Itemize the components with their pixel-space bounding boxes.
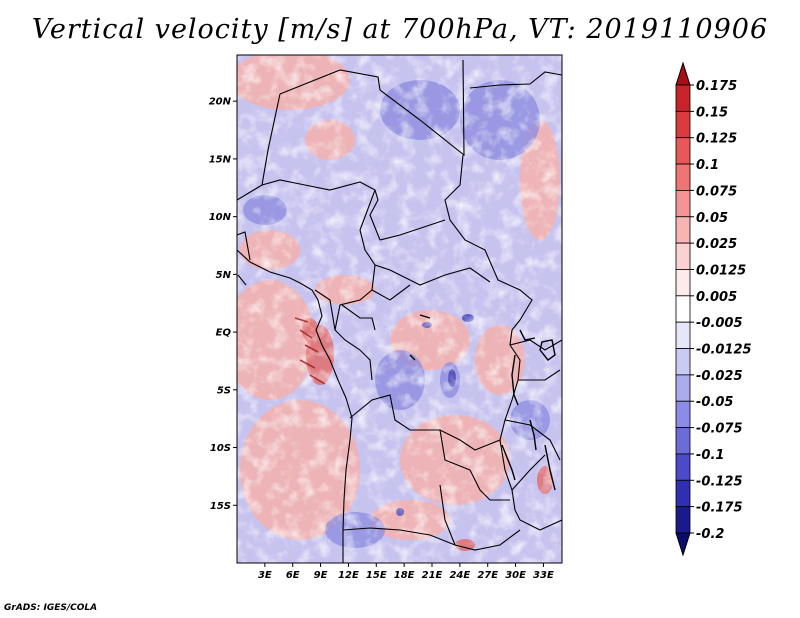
velocity-field [237,55,562,563]
lon-tick-label: 27E [477,570,498,581]
colorbar-bin [675,321,691,349]
lon-tick-label: 30E [505,570,526,581]
colorbar-label: 0.05 [696,211,728,226]
colorbar-bin [675,453,691,481]
colorbar-label: -0.0125 [696,343,752,358]
chart-title: Vertical velocity [m/s] at 700hPa, VT: 2… [31,14,769,45]
lon-tick-label: 6E [286,570,300,581]
colorbar-bin [675,190,691,218]
longitude-axis: 3E 6E 9E 12E 15E 18E 21E 24E 27E 30E 33E [258,563,554,581]
colorbar-bin [675,479,691,508]
colorbar-bottom-arrow [675,532,691,557]
colorbar-label: 0.175 [696,79,737,94]
colorbar-label: -0.175 [696,501,743,516]
lon-tick-label: 15E [366,570,387,581]
colorbar-bin [675,216,691,244]
colorbar-label: -0.075 [696,422,743,437]
colorbar-bin [675,427,691,455]
colorbar-bin [675,400,691,428]
lon-tick-label: 24E [449,570,470,581]
colorbar-label: -0.05 [696,395,733,410]
lat-tick-label: 15S [210,501,231,512]
colorbar-bin [675,84,691,112]
colorbar-bin [675,269,691,297]
colorbar-bin [675,163,691,191]
colorbar-label: 0.0125 [696,263,746,278]
colorbar-label: 0.075 [696,184,737,199]
lon-tick-label: 18E [394,570,415,581]
lakes [409,314,556,491]
lon-tick-label: 12E [338,570,359,581]
country-borders [237,59,562,563]
lon-tick-label: 21E [422,570,443,581]
lat-tick-label: EQ [216,328,232,339]
colorbar-label: -0.005 [696,316,743,331]
map-frame [236,54,563,564]
colorbar-top-arrow [675,61,691,86]
lon-tick-label: 3E [258,570,272,581]
colorbar-bin [675,137,691,165]
colorbar-bin [675,506,691,534]
colorbar-label: 0.025 [696,237,737,252]
colorbar-label: -0.1 [696,448,724,463]
colorbar-label: 0.125 [696,132,737,147]
colorbar-label: -0.025 [696,369,743,384]
colorbar: 0.175 0.15 0.125 0.1 0.075 0.05 0.025 0.0125 0.0… [675,61,752,557]
colorbar-label: -0.125 [696,474,743,489]
lat-tick-label: 5N [216,270,232,281]
grads-credit: GrADS: IGES/COLA [4,603,98,613]
lat-tick-label: 10N [209,212,232,223]
colorbar-label: 0.15 [696,105,728,120]
colorbar-label: -0.2 [696,527,724,542]
colorbar-label: 0.005 [696,290,737,305]
colorbar-bin [675,348,691,376]
colorbar-bin [675,110,691,139]
colorbar-bin [675,374,691,402]
lat-tick-label: 5S [217,385,231,396]
field-noise [237,55,562,563]
lat-tick-label: 15N [209,154,232,165]
lon-tick-label: 9E [314,570,328,581]
lat-tick-label: 20N [209,97,232,108]
lon-tick-label: 33E [533,570,554,581]
colorbar-label: 0.1 [696,158,719,173]
colorbar-bin [675,242,691,270]
lat-tick-label: 10S [210,443,231,454]
colorbar-bin [675,295,691,323]
latitude-axis: 20N 15N 10N 5N EQ 5S 10S 15S [209,97,237,512]
